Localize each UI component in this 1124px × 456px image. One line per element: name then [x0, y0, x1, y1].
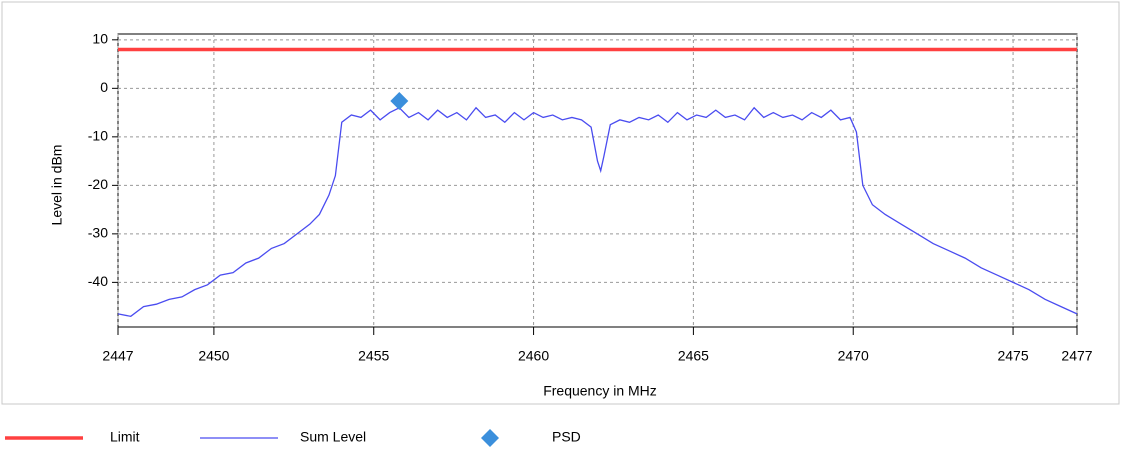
x-tick-label: 2460 — [518, 348, 549, 364]
x-tick-label: 2470 — [838, 348, 869, 364]
psd-marker — [390, 91, 409, 110]
legend-label: Sum Level — [300, 429, 366, 445]
legend-label: Limit — [110, 429, 140, 445]
x-tick-label: 2447 — [102, 348, 133, 364]
legend-label: PSD — [552, 429, 581, 445]
x-tick-label: 2477 — [1061, 348, 1092, 364]
x-tick-label: 2465 — [678, 348, 709, 364]
y-tick-label: -40 — [88, 273, 108, 289]
plot-area — [117, 33, 1078, 328]
y-tick-label: -10 — [88, 128, 108, 144]
y-tick-label: -20 — [88, 176, 108, 192]
y-tick-label: -30 — [88, 225, 108, 241]
y-tick-label: 10 — [92, 31, 108, 47]
series-line — [117, 106, 1078, 318]
x-axis-label: Frequency in MHz — [543, 383, 657, 399]
y-axis-label: Level in dBm — [49, 145, 65, 226]
x-tick-label: 2455 — [358, 348, 389, 364]
x-tick-label: 2450 — [198, 348, 229, 364]
y-tick-label: 0 — [100, 79, 108, 95]
legend-swatch — [481, 429, 499, 447]
chart-frame — [1, 1, 1120, 405]
x-tick-label: 2475 — [997, 348, 1028, 364]
